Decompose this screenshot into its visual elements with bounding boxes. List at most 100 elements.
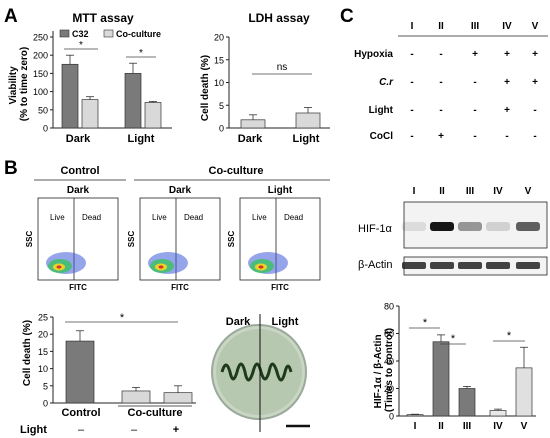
blot-lane-label: II (439, 186, 445, 197)
mtt-xlabel-dark: Dark (66, 133, 91, 145)
cond-mark: + (504, 105, 510, 116)
flow-plot-condition: Dark (67, 185, 90, 196)
mtt-light-coculture-bar (144, 102, 162, 129)
cond-mark: + (504, 49, 510, 60)
celldeath-ytick-label: 15 (38, 347, 48, 357)
hif-xlabel: III (463, 421, 472, 432)
cond-mark: - (410, 105, 413, 116)
mtt-legend-swatch-c32 (59, 29, 70, 38)
flow-ylabel: SSC (25, 231, 34, 248)
hif-sig-3: * (507, 330, 512, 342)
flow-density-peak (56, 265, 62, 269)
ldh-ytick-label: 20 (214, 33, 224, 43)
mtt-dark-coculture-bar (81, 99, 99, 129)
cond-mark: + (532, 49, 538, 60)
ldh-xlabel-dark: Dark (238, 133, 263, 145)
cond-mark: - (473, 77, 476, 88)
hif-xlabel: IV (493, 421, 503, 432)
flow-ylabel: SSC (127, 231, 136, 248)
celldeath-light-mark-3: + (173, 424, 179, 436)
flow-gate-live: Live (152, 213, 167, 222)
hif-ylabel: HIF-1α / β-Actin (Times to control) (373, 328, 395, 412)
hif-ylabel-1: HIF-1α / β-Actin (373, 334, 384, 408)
ldh-sig: ns (277, 62, 288, 73)
celldeath-3-bar (163, 392, 193, 404)
flow-gate-dead: Dead (82, 213, 101, 222)
mtt-xlabel-light: Light (128, 133, 155, 145)
mtt-chart: MTT assay Viability (% to time zero) 0 50… (8, 11, 172, 145)
cond-mark: - (505, 131, 508, 142)
flow-gate-live: Live (252, 213, 267, 222)
mtt-legend-coculture: Co-culture (116, 29, 161, 39)
ldh-ylabel: Cell death (%) (200, 55, 211, 121)
mtt-sig-dark: * (79, 40, 83, 51)
flow-density-peak (158, 265, 164, 269)
cond-row-label: Light (369, 105, 394, 116)
celldeath-2-bar (121, 390, 151, 404)
cond-row-label: Hypoxia (354, 49, 393, 60)
flow-gate-dead: Dead (284, 213, 303, 222)
ldh-ytick-label: 5 (219, 101, 224, 111)
mtt-sig-light: * (139, 48, 143, 59)
celldeath-xlabel-coculture: Co-culture (128, 407, 183, 419)
blot-band-hif (516, 222, 540, 231)
mtt-legend-c32: C32 (72, 29, 89, 39)
hif-ytick-label: 20 (384, 384, 394, 394)
flow-plot-condition: Dark (169, 185, 192, 196)
cond-column-header: V (532, 21, 539, 32)
flow-xlabel: FITC (69, 283, 87, 292)
blot-band-actin (458, 262, 482, 269)
cond-mark: - (439, 49, 442, 60)
cond-column-header: II (438, 21, 444, 32)
celldeath-1-bar (65, 340, 95, 404)
dish-algae-streak (220, 362, 293, 382)
dish-agar (216, 329, 302, 415)
celldeath-ylabel: Cell death (%) (22, 320, 33, 386)
cond-mark: - (473, 105, 476, 116)
hif-V-bar (515, 367, 533, 417)
mtt-ytick-label: 200 (33, 51, 48, 61)
mtt-ylabel-2: (% to time zero) (19, 47, 30, 121)
ldh-light-bar (295, 112, 321, 129)
ldh-xlabel-light: Light (293, 133, 320, 145)
cond-mark: - (410, 49, 413, 60)
hif-IV-bar (489, 410, 507, 417)
hif-sig-2: * (451, 333, 456, 345)
flow-gate-live: Live (50, 213, 65, 222)
celldeath-light-label: Light (20, 424, 47, 436)
hif-I-bar (406, 414, 424, 417)
celldeath-ytick-label: 0 (43, 399, 48, 409)
flow-density-peak (258, 265, 264, 269)
hif-ytick-label: 40 (384, 357, 394, 367)
hif-chart: HIF-1α / β-Actin (Times to control) 0 20 4… (373, 302, 536, 432)
cond-column-header: IV (502, 21, 512, 32)
cond-mark: - (473, 131, 476, 142)
mtt-ytick-label: 250 (33, 33, 48, 43)
cond-mark: - (439, 77, 442, 88)
mtt-ytick-label: 50 (38, 105, 48, 115)
mtt-dark-c32-bar (61, 63, 79, 129)
hif-sig-1: * (423, 317, 428, 329)
blot-band-label-actin: β-Actin (358, 259, 392, 271)
cond-mark: + (438, 131, 444, 142)
blot-band-hif (430, 222, 454, 231)
mtt-ytick-label: 0 (43, 124, 48, 134)
flow-xlabel: FITC (171, 283, 189, 292)
blot-band-actin (402, 262, 426, 269)
celldeath-ytick-label: 10 (38, 364, 48, 374)
blot-lane-label: IV (493, 186, 503, 197)
flow-plot-2: Dark Live Dead SSC FITC (127, 185, 221, 292)
dish-label-dark: Dark (226, 316, 251, 328)
blot-band-hif (402, 222, 426, 231)
flow-xlabel: FITC (271, 283, 289, 292)
flow-plot-3: Light Live Dead SSC FITC (227, 185, 321, 292)
panel-c-letter: C (340, 6, 354, 27)
hif-xlabel: II (438, 421, 444, 432)
cond-row-label: C.r (379, 77, 394, 88)
cond-mark: - (410, 131, 413, 142)
cond-row-label: CoCl (370, 131, 394, 142)
cond-mark: - (533, 105, 536, 116)
blot-band-hif (486, 222, 510, 231)
hif-ytick-label: 60 (384, 329, 394, 339)
